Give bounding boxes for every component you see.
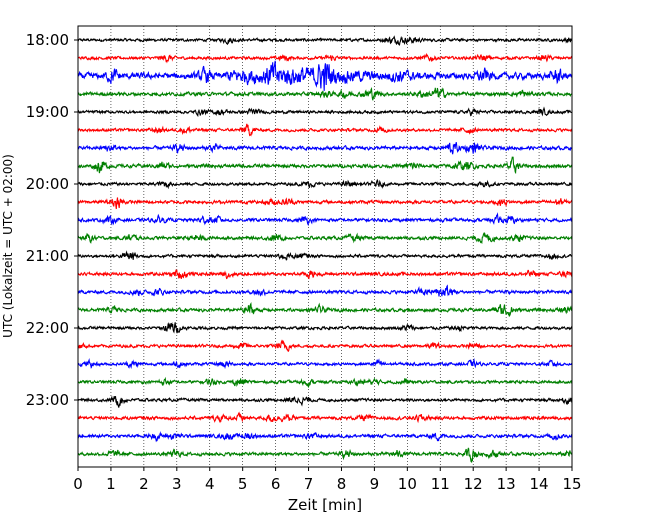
trace-2200 [77, 321, 573, 334]
plot-frame [77, 25, 573, 468]
trace-2230 [77, 357, 573, 370]
y-axis-ticks: 18:00 19:00 20:00 21:00 22:00 23:00 [26, 31, 78, 409]
x-tick-label: 4 [205, 475, 215, 493]
trace-2345 [77, 447, 573, 463]
y-tick-label: 21:00 [26, 247, 69, 265]
x-axis-label: Zeit [min] [288, 496, 362, 514]
x-tick-label: 5 [238, 475, 248, 493]
trace-2130 [77, 284, 573, 297]
trace-2045 [77, 232, 573, 245]
trace-2015 [77, 197, 573, 210]
trace-2330 [77, 431, 573, 443]
x-axis-ticks: 0 1 2 3 4 5 6 7 8 9 10 11 12 13 14 15 [73, 467, 582, 493]
trace-2245 [77, 376, 573, 389]
y-tick-label: 23:00 [26, 391, 69, 409]
trace-1800 [77, 35, 573, 46]
trace-group [77, 35, 573, 463]
x-tick-label: 1 [106, 475, 116, 493]
x-tick-label: 13 [497, 475, 516, 493]
y-axis-label: UTC (Lokalzeit = UTC + 02:00) [1, 154, 15, 338]
x-tick-label: 10 [398, 475, 417, 493]
x-tick-label: 6 [271, 475, 281, 493]
y-tick-label: 18:00 [26, 31, 69, 49]
y-tick-label: 22:00 [26, 319, 69, 337]
trace-1900 [77, 106, 573, 118]
trace-1915 [77, 123, 573, 137]
trace-2315 [77, 411, 573, 424]
y-tick-label: 20:00 [26, 175, 69, 193]
trace-2100 [77, 250, 573, 261]
x-tick-label: 15 [562, 475, 581, 493]
x-tick-label: 0 [73, 475, 83, 493]
trace-1945 [77, 156, 573, 175]
trace-2030 [77, 212, 573, 227]
x-tick-label: 12 [464, 475, 483, 493]
x-tick-label: 3 [172, 475, 182, 493]
trace-2000 [77, 178, 573, 190]
x-tick-label: 2 [139, 475, 149, 493]
trace-2145 [77, 301, 573, 317]
x-tick-label: 9 [370, 475, 380, 493]
trace-2300 [77, 395, 573, 408]
x-tick-label: 11 [431, 475, 450, 493]
trace-1830 [77, 60, 573, 91]
trace-1845 [77, 86, 573, 101]
trace-1815 [77, 52, 573, 64]
x-tick-label: 7 [304, 475, 314, 493]
y-tick-label: 19:00 [26, 103, 69, 121]
trace-2215 [77, 339, 573, 352]
x-tick-label: 8 [337, 475, 347, 493]
x-tick-label: 14 [530, 475, 549, 493]
trace-2115 [77, 269, 573, 280]
trace-1930 [77, 142, 573, 155]
